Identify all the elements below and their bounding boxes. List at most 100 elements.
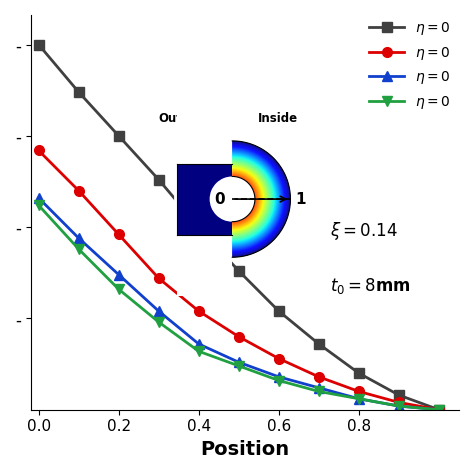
Bar (177, 172, 232, 173)
Bar (177, 220, 232, 222)
Bar (177, 229, 232, 230)
Bar (177, 216, 232, 217)
Line: $\eta = 0$: $\eta = 0$ (34, 201, 444, 415)
$\eta = 0$ (36, 202, 41, 208)
Wedge shape (232, 159, 273, 239)
Wedge shape (232, 157, 274, 241)
Bar (177, 188, 232, 189)
Wedge shape (232, 156, 275, 242)
Wedge shape (232, 143, 288, 255)
Wedge shape (232, 172, 260, 227)
Polygon shape (177, 102, 214, 164)
Wedge shape (232, 163, 268, 235)
$\eta = 0$ (316, 374, 322, 380)
Bar (177, 195, 232, 197)
$\eta = 0$ (356, 389, 362, 394)
Bar (177, 179, 232, 180)
$\eta = 0$ (396, 403, 402, 409)
Bar (177, 197, 232, 199)
Wedge shape (232, 157, 274, 241)
Bar (177, 153, 232, 155)
Wedge shape (232, 164, 267, 234)
Wedge shape (232, 168, 263, 230)
Bar (177, 223, 232, 224)
Bar (177, 231, 232, 232)
Wedge shape (232, 142, 289, 256)
Wedge shape (232, 161, 271, 237)
Wedge shape (232, 176, 255, 222)
Wedge shape (232, 169, 263, 229)
$\eta = 0$ (196, 224, 201, 230)
Bar (177, 254, 232, 255)
Wedge shape (232, 174, 257, 224)
Bar (177, 232, 232, 233)
Bar (177, 170, 232, 172)
Bar (177, 141, 232, 143)
Bar (177, 149, 232, 151)
Wedge shape (232, 172, 260, 227)
Wedge shape (232, 153, 279, 246)
Bar (177, 226, 232, 227)
Bar (177, 170, 232, 171)
Bar (177, 233, 232, 234)
Bar (177, 193, 232, 194)
Bar (177, 242, 232, 244)
Bar (177, 208, 232, 209)
Bar (177, 156, 232, 158)
Wedge shape (232, 154, 277, 244)
Bar (177, 194, 232, 195)
Bar (177, 202, 232, 203)
Bar (177, 199, 232, 200)
Wedge shape (232, 173, 259, 226)
Bar (177, 240, 232, 242)
Wedge shape (232, 143, 288, 255)
Wedge shape (232, 171, 260, 227)
Wedge shape (232, 174, 257, 224)
$\eta = 0$ (76, 235, 82, 241)
Wedge shape (232, 152, 280, 246)
Bar (177, 185, 232, 187)
Bar (177, 189, 232, 190)
Bar (177, 227, 232, 228)
Bar (177, 190, 232, 191)
Wedge shape (232, 155, 276, 243)
Bar (177, 167, 232, 168)
Wedge shape (232, 173, 259, 226)
Wedge shape (232, 166, 265, 232)
Bar (177, 193, 232, 195)
Text: 0: 0 (214, 191, 225, 207)
Bar (177, 168, 232, 170)
Bar (177, 236, 232, 238)
Wedge shape (232, 152, 279, 246)
Bar (177, 168, 232, 169)
Bar (177, 224, 232, 225)
Wedge shape (232, 160, 272, 238)
Wedge shape (232, 145, 286, 253)
Wedge shape (232, 150, 281, 248)
Text: Inside: Inside (257, 112, 298, 125)
Wedge shape (232, 169, 262, 229)
Wedge shape (232, 149, 283, 249)
$\eta = 0$ (436, 407, 442, 412)
Wedge shape (232, 155, 277, 244)
Bar (177, 218, 232, 219)
Wedge shape (232, 164, 267, 234)
$\eta = 0$ (236, 334, 242, 339)
Bar (177, 251, 232, 254)
Wedge shape (232, 148, 283, 250)
Wedge shape (232, 145, 287, 254)
$\eta = 0$ (156, 319, 162, 325)
Wedge shape (232, 150, 282, 248)
$\eta = 0$ (396, 403, 402, 409)
$\eta = 0$ (316, 389, 322, 394)
Bar (177, 176, 232, 178)
Bar (177, 187, 232, 190)
Bar (177, 255, 232, 257)
Bar (177, 191, 232, 193)
Bar (177, 185, 232, 186)
Bar (177, 232, 232, 234)
Text: $t_0 = 8$mm: $t_0 = 8$mm (330, 276, 411, 296)
Bar (177, 173, 232, 174)
Wedge shape (232, 155, 277, 244)
Wedge shape (232, 160, 272, 238)
